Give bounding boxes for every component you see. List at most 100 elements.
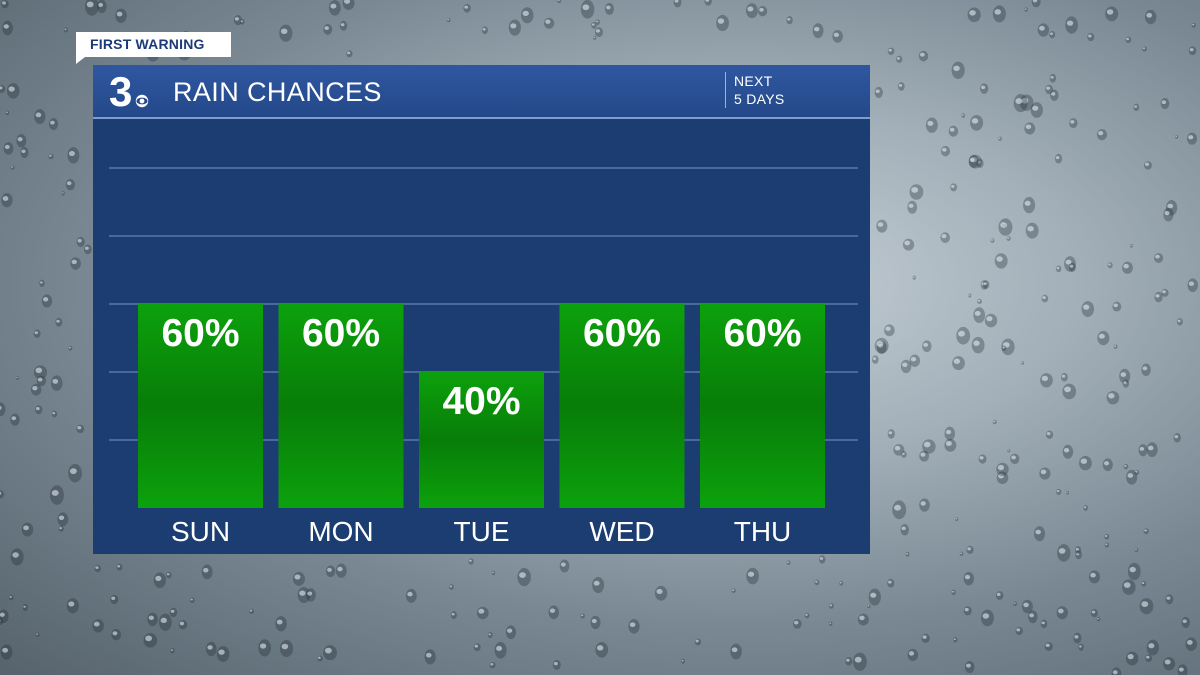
raindrop xyxy=(342,0,355,10)
raindrop xyxy=(6,83,20,99)
raindrop xyxy=(909,184,924,200)
raindrop xyxy=(201,564,213,580)
raindrop xyxy=(1021,599,1033,614)
forecast-period: NEXT 5 DAYS xyxy=(725,72,785,108)
raindrop xyxy=(487,631,493,639)
raindrop xyxy=(853,652,867,671)
raindrop xyxy=(1054,153,1063,164)
raindrop xyxy=(887,578,895,588)
raindrop xyxy=(912,275,916,280)
raindrop xyxy=(1146,639,1160,656)
raindrop xyxy=(1127,562,1141,581)
bar-thu xyxy=(700,304,825,508)
raindrop xyxy=(1068,262,1076,273)
raindrop xyxy=(5,110,10,116)
data-label: 40% xyxy=(442,380,520,423)
raindrop xyxy=(951,61,965,79)
raindrop xyxy=(953,637,958,643)
raindrop xyxy=(990,238,995,243)
raindrop xyxy=(996,462,1009,477)
raindrop xyxy=(1079,455,1092,471)
raindrop xyxy=(0,618,4,625)
raindrop xyxy=(55,317,63,327)
data-label: 60% xyxy=(161,312,239,355)
raindrop xyxy=(1057,544,1071,562)
data-label: 60% xyxy=(723,312,801,355)
raindrop xyxy=(1129,243,1133,248)
raindrop xyxy=(1013,601,1018,607)
raindrop xyxy=(1096,129,1108,141)
raindrop xyxy=(1096,616,1101,622)
raindrop xyxy=(1144,9,1157,25)
raindrop xyxy=(1143,528,1149,535)
period-line-2: 5 DAYS xyxy=(734,91,785,107)
raindrop xyxy=(521,7,534,24)
raindrop xyxy=(804,613,810,619)
raindrop xyxy=(730,643,742,660)
raindrop xyxy=(829,621,833,626)
raindrop xyxy=(258,639,272,657)
raindrop xyxy=(41,294,53,308)
raindrop xyxy=(1185,637,1197,651)
raindrop xyxy=(35,405,43,415)
raindrop xyxy=(731,588,736,593)
raindrop xyxy=(92,619,104,633)
raindrop xyxy=(1074,546,1082,555)
raindrop xyxy=(1006,236,1011,241)
raindrop xyxy=(786,16,793,25)
period-line-1: NEXT xyxy=(734,73,773,89)
raindrop xyxy=(1010,453,1020,465)
raindrop xyxy=(1049,73,1057,83)
raindrop xyxy=(952,356,965,371)
raindrop xyxy=(902,238,915,251)
raindrop xyxy=(96,0,107,14)
raindrop xyxy=(1087,32,1095,42)
day-label: TUE xyxy=(454,516,510,547)
raindrop xyxy=(1025,222,1039,239)
raindrop xyxy=(982,280,990,289)
raindrop xyxy=(233,15,242,26)
raindrop xyxy=(1055,265,1062,273)
raindrop xyxy=(51,410,58,418)
raindrop xyxy=(1062,383,1077,400)
raindrop xyxy=(867,604,871,609)
raindrop xyxy=(887,429,895,439)
raindrop xyxy=(1139,598,1154,615)
raindrop xyxy=(1188,46,1197,56)
raindrop xyxy=(517,568,531,587)
raindrop xyxy=(868,588,881,606)
raindrop xyxy=(505,625,517,640)
raindrop xyxy=(925,117,938,133)
raindrop xyxy=(1041,294,1049,303)
raindrop xyxy=(552,659,561,670)
raindrop xyxy=(170,647,175,654)
raindrop xyxy=(1176,318,1183,326)
raindrop xyxy=(279,639,294,658)
day-label: WED xyxy=(589,516,654,547)
raindrop xyxy=(1030,102,1043,118)
raindrop xyxy=(153,572,166,588)
raindrop xyxy=(10,413,20,426)
raindrop xyxy=(1123,463,1129,470)
raindrop xyxy=(1060,372,1068,382)
raindrop xyxy=(1163,657,1176,671)
raindrop xyxy=(1125,651,1139,666)
raindrop xyxy=(758,5,768,17)
raindrop xyxy=(94,564,101,573)
raindrop xyxy=(1045,84,1054,95)
raindrop xyxy=(36,375,47,387)
raindrop xyxy=(818,555,826,564)
raindrop xyxy=(1040,373,1053,388)
raindrop xyxy=(2,20,13,36)
raindrop xyxy=(995,591,1004,600)
raindrop xyxy=(1146,442,1158,458)
raindrop xyxy=(189,597,195,604)
raindrop xyxy=(8,594,14,601)
raindrop xyxy=(1056,606,1068,620)
raindrop xyxy=(694,638,702,646)
raindrop xyxy=(580,613,585,619)
raindrop xyxy=(115,8,127,23)
raindrop xyxy=(832,29,843,43)
raindrop xyxy=(339,20,348,31)
raindrop xyxy=(543,17,555,29)
